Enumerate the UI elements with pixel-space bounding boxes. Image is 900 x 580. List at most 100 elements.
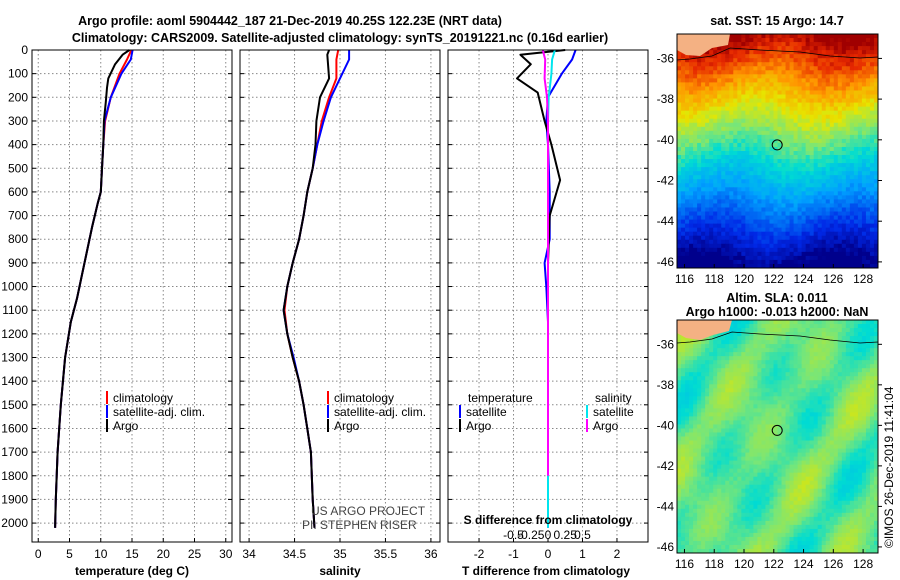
s-difference-axis-label: S difference from climatology xyxy=(464,513,633,527)
heatmap-cell xyxy=(821,404,827,409)
s-diff-tick-label: 0 xyxy=(545,528,552,542)
heatmap-cell xyxy=(765,235,771,241)
heatmap-cell xyxy=(709,167,714,172)
heatmap-cell xyxy=(725,54,730,59)
heatmap-cell xyxy=(765,114,771,120)
heatmap-cell xyxy=(825,102,831,108)
heatmap-cell xyxy=(757,151,763,156)
heatmap-cell xyxy=(841,368,847,373)
heatmap-cell xyxy=(677,344,682,349)
heatmap-cell xyxy=(721,243,726,249)
heatmap-cell xyxy=(689,90,694,96)
heatmap-cell xyxy=(717,86,722,92)
heatmap-cell xyxy=(777,70,783,75)
heatmap-cell xyxy=(873,191,878,196)
heatmap-cell xyxy=(737,187,742,192)
heatmap-cell xyxy=(793,62,799,67)
heatmap-cell xyxy=(837,243,843,249)
heatmap-cell xyxy=(857,90,863,96)
heatmap-cell xyxy=(733,255,738,261)
heatmap-cell xyxy=(713,364,718,369)
heatmap-cell xyxy=(685,456,690,462)
heatmap-cell xyxy=(725,207,730,213)
heatmap-cell xyxy=(685,114,690,120)
heatmap-cell xyxy=(745,46,750,51)
heatmap-cell xyxy=(801,364,807,369)
heatmap-cell xyxy=(689,114,694,120)
heatmap-cell xyxy=(777,130,783,136)
heatmap-cell xyxy=(869,159,875,164)
heatmap-cell xyxy=(725,163,730,168)
heatmap-cell xyxy=(765,82,771,88)
heatmap-cell xyxy=(829,352,835,357)
heatmap-cell xyxy=(849,211,855,217)
heatmap-cell xyxy=(697,412,702,418)
heatmap-cell xyxy=(757,50,763,55)
heatmap-cell xyxy=(837,38,843,43)
heatmap-cell xyxy=(801,126,807,132)
heatmap-cell xyxy=(689,98,694,104)
heatmap-cell xyxy=(777,320,783,325)
heatmap-cell xyxy=(793,98,799,104)
heatmap-cell xyxy=(813,428,819,434)
heatmap-cell xyxy=(765,432,771,438)
heatmap-cell xyxy=(681,58,686,63)
heatmap-cell xyxy=(873,416,878,422)
heatmap-cell xyxy=(793,320,799,325)
heatmap-cell xyxy=(725,368,730,373)
heatmap-cell xyxy=(845,380,851,385)
heatmap-cell xyxy=(837,118,843,124)
heatmap-cell xyxy=(713,62,718,67)
heatmap-cell xyxy=(789,320,795,325)
heatmap-cell xyxy=(793,324,799,329)
heatmap-cell xyxy=(793,436,799,442)
heatmap-cell xyxy=(689,175,694,180)
heatmap-cell xyxy=(865,98,871,104)
heatmap-cell xyxy=(781,66,787,71)
heatmap-cell xyxy=(837,400,843,405)
heatmap-cell xyxy=(821,263,827,268)
heatmap-cell xyxy=(829,420,835,426)
heatmap-cell xyxy=(725,243,730,249)
heatmap-cell xyxy=(801,452,807,458)
heatmap-cell xyxy=(797,392,803,397)
heatmap-cell xyxy=(773,320,779,325)
heatmap-cell xyxy=(753,207,758,213)
heatmap-cell xyxy=(785,215,791,221)
heatmap-cell xyxy=(757,183,763,188)
heatmap-cell xyxy=(857,384,863,389)
heatmap-cell xyxy=(813,324,819,329)
heatmap-cell xyxy=(865,372,871,377)
heatmap-cell xyxy=(709,46,714,51)
heatmap-cell xyxy=(861,114,867,120)
heatmap-cell xyxy=(829,404,835,409)
heatmap-cell xyxy=(841,46,847,51)
heatmap-cell xyxy=(761,118,767,124)
heatmap-cell xyxy=(821,155,827,160)
heatmap-cell xyxy=(745,440,750,446)
heatmap-cell xyxy=(705,151,710,156)
heatmap-cell xyxy=(753,444,758,450)
heatmap-cell xyxy=(805,360,811,365)
heatmap-cell xyxy=(797,408,803,413)
heatmap-cell xyxy=(785,376,791,381)
salinity-grid xyxy=(240,49,440,542)
heatmap-cell xyxy=(733,436,738,442)
heatmap-cell xyxy=(773,110,779,116)
heatmap-cell xyxy=(697,146,702,152)
heatmap-cell xyxy=(697,259,702,265)
salinity-series xyxy=(282,49,351,528)
heatmap-cell xyxy=(781,396,787,401)
heatmap-cell xyxy=(705,404,710,409)
heatmap-cell xyxy=(737,50,742,55)
heatmap-cell xyxy=(753,259,758,265)
heatmap-cell xyxy=(693,114,698,120)
heatmap-cell xyxy=(749,320,754,325)
heatmap-cell xyxy=(841,142,847,148)
heatmap-cell xyxy=(785,171,791,176)
heatmap-cell xyxy=(825,336,831,341)
heatmap-cell xyxy=(725,46,730,51)
heatmap-cell xyxy=(817,243,823,249)
heatmap-cell xyxy=(753,432,758,438)
heatmap-cell xyxy=(829,195,835,201)
